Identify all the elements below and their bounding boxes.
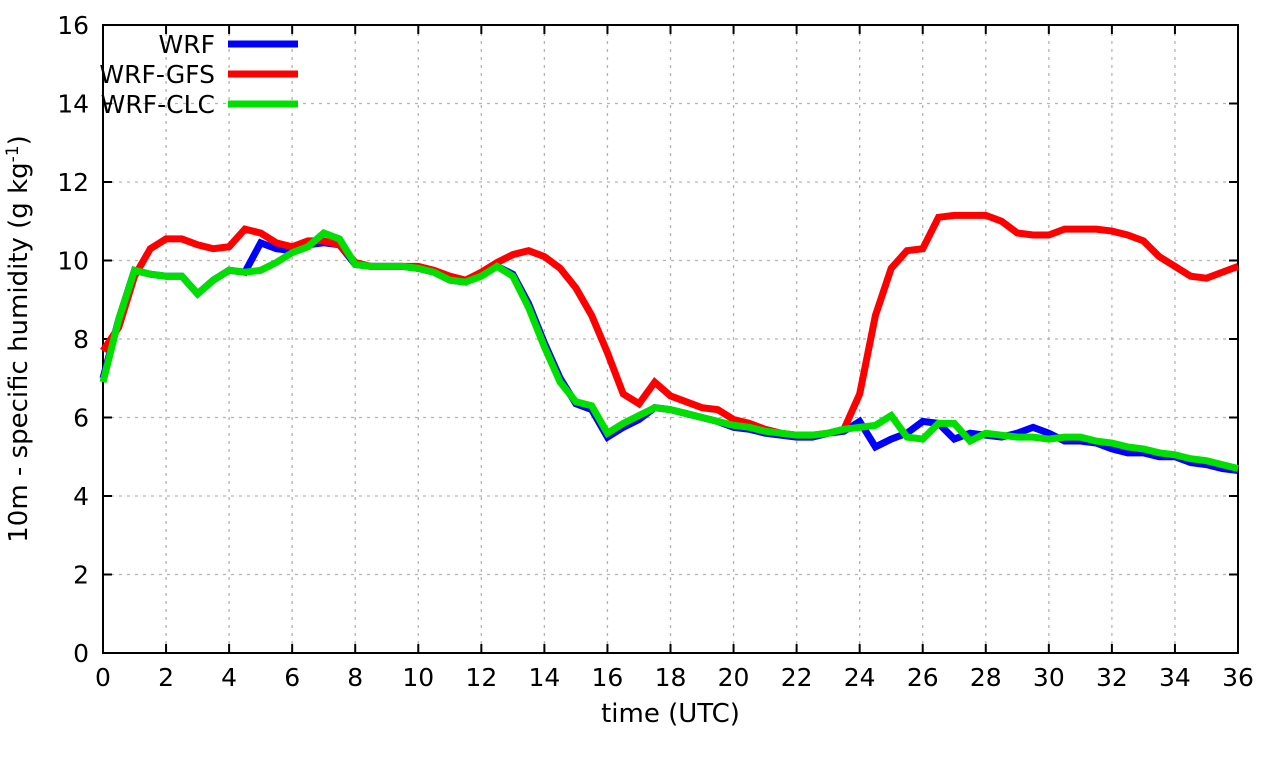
- y-tick-label: 0: [73, 639, 89, 668]
- x-tick-label: 30: [1033, 663, 1065, 692]
- y-axis-title-tail: ): [4, 135, 34, 145]
- grid-lines: [103, 25, 1238, 653]
- y-tick-label: 2: [73, 561, 89, 590]
- y-tick-label: 14: [57, 90, 89, 119]
- y-tick-label: 8: [73, 325, 89, 354]
- y-tick-label: 16: [57, 11, 89, 40]
- x-tick-label: 20: [718, 663, 750, 692]
- x-tick-label: 16: [592, 663, 624, 692]
- y-axis-title-base: 10m - specific humidity (g kg: [4, 162, 34, 542]
- data-series-group: [99, 211, 1240, 474]
- x-tick-label: 24: [844, 663, 876, 692]
- legend-label-wrf: WRF: [159, 30, 215, 59]
- x-tick-label: 18: [655, 663, 687, 692]
- x-tick-label: 2: [158, 663, 174, 692]
- y-axis-title-exponent: -1: [3, 145, 23, 162]
- x-tick-label: 34: [1159, 663, 1191, 692]
- x-tick-label: 36: [1222, 663, 1254, 692]
- series-line-wrf-clc: [99, 229, 1239, 472]
- x-tick-label: 32: [1096, 663, 1128, 692]
- x-tick-label: 4: [221, 663, 237, 692]
- x-axis-title: time (UTC): [601, 699, 740, 729]
- axes-frame: [102, 24, 1239, 654]
- x-tick-label: 8: [347, 663, 363, 692]
- y-axis-title: 10m - specific humidity (g kg-1): [3, 135, 34, 543]
- y-tick-label: 10: [57, 247, 89, 276]
- x-tick-label: 22: [781, 663, 813, 692]
- x-tick-label: 0: [95, 663, 111, 692]
- legend-label-wrf-clc: WRF-CLC: [101, 90, 215, 119]
- x-tick-label: 10: [402, 663, 434, 692]
- series-line-wrf-gfs: [100, 211, 1240, 439]
- y-tick-label: 4: [73, 482, 89, 511]
- x-tick-label: 14: [528, 663, 560, 692]
- y-tick-label: 6: [73, 404, 89, 433]
- x-tick-label: 12: [465, 663, 497, 692]
- x-tick-label: 28: [970, 663, 1002, 692]
- legend-label-wrf-gfs: WRF-GFS: [99, 60, 215, 89]
- x-tick-label: 26: [907, 663, 939, 692]
- tick-labels: 0 2 4 6 8 10 12 14 16 18 20 22 24 26 28 30 32 34 360246810…: [57, 11, 1254, 692]
- x-tick-label: 6: [284, 663, 300, 692]
- y-tick-label: 12: [57, 168, 89, 197]
